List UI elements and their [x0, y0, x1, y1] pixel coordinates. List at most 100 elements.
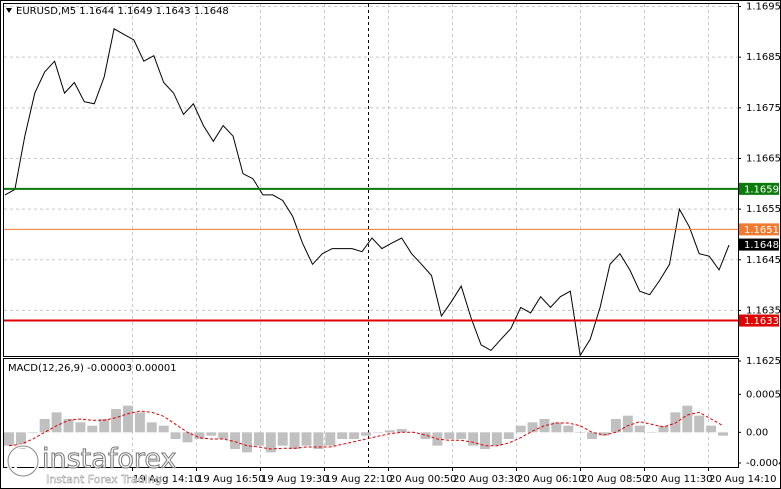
- series-line: [8, 410, 724, 450]
- macd-bar: [646, 432, 657, 433]
- macd-bar: [15, 432, 26, 449]
- macd-bar: [111, 409, 122, 433]
- macd-bar: [480, 432, 490, 449]
- y-tick-label: 1.1635: [746, 305, 781, 316]
- macd-bar: [610, 419, 621, 433]
- macd-bar: [372, 432, 383, 433]
- x-tick-label: 19 Aug 19:30: [261, 474, 328, 485]
- price-panel: [3, 3, 739, 357]
- x-tick-label: 19 Aug 16:50: [197, 474, 264, 485]
- x-tick-label: 19 Aug 14:10: [133, 474, 200, 485]
- macd-bar: [87, 425, 98, 433]
- macd-bar: [384, 430, 395, 433]
- macd-bar: [182, 432, 193, 443]
- level-label-box: [739, 182, 779, 195]
- macd-bar: [146, 422, 157, 433]
- y-tick-label: 1.1625: [746, 356, 781, 367]
- macd-bar: [670, 412, 681, 433]
- macd-bar: [277, 432, 288, 446]
- macd-bar: [706, 425, 717, 433]
- macd-bar: [253, 432, 264, 446]
- level-label-box: [739, 238, 779, 251]
- x-tick-label: 20 Aug 08:50: [581, 474, 648, 485]
- macd-bar: [134, 412, 145, 433]
- brand: instaforex: [42, 444, 176, 475]
- macd-bar: [265, 432, 276, 453]
- macd-bar: [563, 425, 574, 433]
- x-tick-label: 20 Aug 00:50: [389, 474, 456, 485]
- macd-bar: [622, 415, 633, 433]
- macd-bar: [491, 432, 502, 446]
- macd-bar: [718, 432, 728, 436]
- level-label: 1.1651: [744, 225, 779, 236]
- macd-bar: [527, 422, 538, 433]
- level-label: 1.1659: [744, 184, 779, 195]
- macd-bar: [575, 432, 586, 433]
- x-tick-label: 19 Aug 22:10: [325, 474, 392, 485]
- macd-bar: [63, 419, 74, 433]
- logo-mark: [13, 451, 34, 469]
- macd-bar: [75, 422, 86, 433]
- y-tick-label: 1.1685: [746, 52, 781, 63]
- macd-bar: [242, 432, 252, 453]
- macd-bar: [206, 432, 217, 436]
- macd-panel: [3, 358, 739, 468]
- macd-bar: [51, 412, 62, 433]
- level-label-box: [739, 223, 779, 236]
- macd-bar: [158, 425, 169, 433]
- macd-bar: [551, 422, 562, 433]
- macd-bar: [4, 432, 14, 446]
- series-line: [4, 28, 730, 357]
- macd-bar: [301, 432, 312, 446]
- macd-bar: [194, 432, 205, 439]
- macd-bar: [337, 432, 348, 439]
- macd-bar: [694, 415, 705, 433]
- macd-bar: [456, 432, 467, 439]
- macd-bar: [420, 432, 431, 439]
- macd-bar: [396, 429, 407, 433]
- y-tick-label: 1.1695: [746, 2, 781, 13]
- y-tick-label: 1.1675: [746, 103, 781, 114]
- macd-bar: [325, 432, 336, 446]
- logo-outline: [7, 445, 39, 477]
- macd-bar: [218, 432, 229, 439]
- macd-bar: [27, 432, 38, 433]
- macd-bar: [349, 432, 360, 439]
- level-label-box: [739, 314, 779, 327]
- macd-bar: [599, 432, 609, 436]
- macd-bar: [658, 425, 669, 433]
- macd-bar: [444, 432, 455, 439]
- macd-bar: [123, 405, 133, 433]
- macd-bar: [170, 432, 181, 439]
- macd-bar: [503, 432, 514, 439]
- watermark: instaforex Instant Forex Trading: [6, 443, 177, 486]
- x-tick-label: 20 Aug 14:10: [709, 474, 776, 485]
- macd-bar: [289, 432, 300, 449]
- x-tick-label: 20 Aug 11:30: [645, 474, 712, 485]
- y-tick-label: 1.1665: [746, 153, 781, 164]
- tagline: Instant Forex Trading: [46, 473, 162, 486]
- macd-bar: [39, 419, 50, 433]
- macd-bar: [634, 425, 645, 433]
- level-label: 1.1648: [744, 240, 779, 251]
- macd-bar: [230, 432, 241, 449]
- y-tick-label: -0.00046: [746, 458, 781, 469]
- y-tick-label: 1.1645: [746, 255, 781, 266]
- macd-bar: [99, 419, 110, 433]
- macd-bar: [587, 432, 598, 439]
- macd-bar: [515, 425, 526, 433]
- x-tick-label: 20 Aug 06:10: [517, 474, 584, 485]
- macd-bar: [361, 432, 371, 436]
- macd-bar: [539, 419, 550, 433]
- chart-title: EURUSD,M5 1.1644 1.1649 1.1643 1.1648: [16, 6, 229, 17]
- y-tick-label: 0.00057: [746, 389, 781, 400]
- x-tick-label: 20 Aug 03:30: [453, 474, 520, 485]
- symbol-menu: [6, 8, 12, 13]
- macd-bar: [682, 405, 693, 433]
- level-label: 1.1633: [744, 316, 779, 327]
- macd-bar: [468, 432, 479, 446]
- y-tick-label: 0.00: [746, 427, 768, 438]
- macd-title: MACD(12,26,9) -0.00003 0.00001: [8, 363, 177, 374]
